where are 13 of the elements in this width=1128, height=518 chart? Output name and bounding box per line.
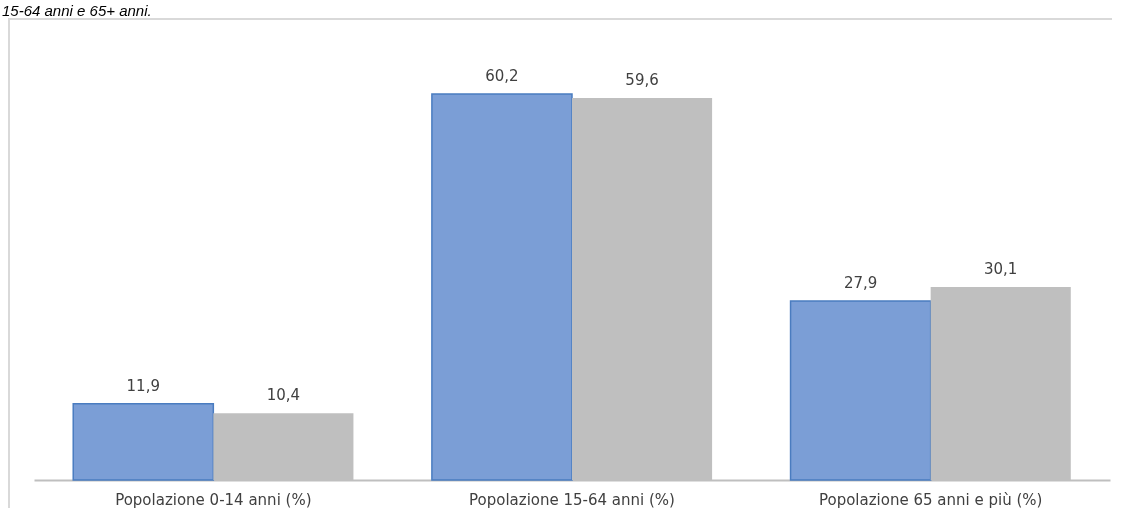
x-tick-label: Popolazione 65 anni e più (%) [818, 490, 1043, 509]
bar [72, 402, 215, 481]
x-tick-label: Popolazione 0-14 anni (%) [115, 490, 312, 509]
data-label: 10,4 [266, 386, 301, 405]
data-label: 59,6 [625, 70, 659, 89]
chart-title: 15-64 anni e 65+ anni. [2, 2, 153, 19]
data-label: 30,1 [984, 260, 1018, 279]
x-tick-label: Popolazione 15-64 anni (%) [469, 490, 675, 509]
data-label: 11,9 [126, 376, 160, 395]
data-label: 60,2 [485, 67, 519, 86]
bar [789, 300, 932, 481]
data-label: 27,9 [843, 274, 878, 293]
bar [431, 93, 573, 481]
